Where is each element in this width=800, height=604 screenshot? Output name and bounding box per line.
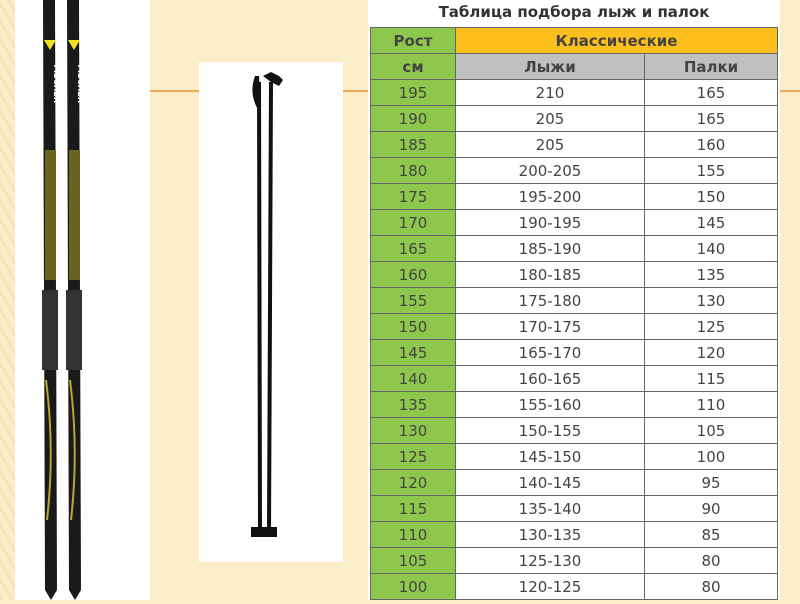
cell-skis: 145-150 bbox=[455, 443, 645, 470]
cell-poles: 80 bbox=[644, 547, 778, 574]
skis-image: FISCHER FISCHER bbox=[15, 0, 150, 600]
table-row: 120 140-145 95 bbox=[370, 469, 778, 496]
cell-poles: 150 bbox=[644, 183, 778, 210]
cell-poles: 130 bbox=[644, 287, 778, 314]
cell-height: 150 bbox=[370, 313, 456, 340]
cell-skis: 140-145 bbox=[455, 469, 645, 496]
table-row: 110 130-135 85 bbox=[370, 521, 778, 548]
table-row: 180 200-205 155 bbox=[370, 157, 778, 184]
table-row: 145 165-170 120 bbox=[370, 339, 778, 366]
cell-skis: 125-130 bbox=[455, 547, 645, 574]
cell-poles: 135 bbox=[644, 261, 778, 288]
cell-skis: 200-205 bbox=[455, 157, 645, 184]
table-row: 175 195-200 150 bbox=[370, 183, 778, 210]
subheader-row: см Лыжи Палки bbox=[370, 53, 778, 80]
ski-left bbox=[42, 0, 58, 600]
cell-skis: 185-190 bbox=[455, 235, 645, 262]
cell-height: 115 bbox=[370, 495, 456, 522]
cell-skis: 180-185 bbox=[455, 261, 645, 288]
cell-poles: 160 bbox=[644, 131, 778, 158]
table-row: 185 205 160 bbox=[370, 131, 778, 158]
table-row: 150 170-175 125 bbox=[370, 313, 778, 340]
cell-skis: 205 bbox=[455, 131, 645, 158]
cell-height: 125 bbox=[370, 443, 456, 470]
cell-height: 185 bbox=[370, 131, 456, 158]
ski-right bbox=[66, 0, 82, 600]
cell-height: 170 bbox=[370, 209, 456, 236]
cell-skis: 205 bbox=[455, 105, 645, 132]
cell-skis: 175-180 bbox=[455, 287, 645, 314]
cell-height: 180 bbox=[370, 157, 456, 184]
cell-skis: 135-140 bbox=[455, 495, 645, 522]
table-row: 105 125-130 80 bbox=[370, 547, 778, 574]
header-skis: Лыжи bbox=[455, 53, 645, 80]
cell-height: 100 bbox=[370, 573, 456, 600]
cell-poles: 145 bbox=[644, 209, 778, 236]
cell-skis: 150-155 bbox=[455, 417, 645, 444]
cell-poles: 90 bbox=[644, 495, 778, 522]
selection-table: Таблица подбора лыж и палок Рост Классич… bbox=[368, 0, 780, 600]
cell-skis: 120-125 bbox=[455, 573, 645, 600]
cell-poles: 120 bbox=[644, 339, 778, 366]
cell-skis: 210 bbox=[455, 79, 645, 106]
cell-poles: 125 bbox=[644, 313, 778, 340]
cell-skis: 165-170 bbox=[455, 339, 645, 366]
table-row: 130 150-155 105 bbox=[370, 417, 778, 444]
cell-height: 120 bbox=[370, 469, 456, 496]
table-title: Таблица подбора лыж и палок bbox=[438, 3, 710, 21]
cell-poles: 155 bbox=[644, 157, 778, 184]
cell-height: 155 bbox=[370, 287, 456, 314]
cell-height: 110 bbox=[370, 521, 456, 548]
table-row: 190 205 165 bbox=[370, 105, 778, 132]
cell-skis: 170-175 bbox=[455, 313, 645, 340]
svg-text:FISCHER: FISCHER bbox=[76, 65, 85, 103]
cell-skis: 195-200 bbox=[455, 183, 645, 210]
table-row: 100 120-125 80 bbox=[370, 573, 778, 600]
header-classic: Классические bbox=[455, 27, 778, 54]
header-height: Рост bbox=[370, 27, 456, 54]
cell-height: 145 bbox=[370, 339, 456, 366]
cell-poles: 95 bbox=[644, 469, 778, 496]
cell-poles: 115 bbox=[644, 365, 778, 392]
cell-height: 195 bbox=[370, 79, 456, 106]
header-poles: Палки bbox=[644, 53, 778, 80]
cell-skis: 155-160 bbox=[455, 391, 645, 418]
cell-height: 140 bbox=[370, 365, 456, 392]
poles-image bbox=[199, 62, 343, 562]
cell-poles: 100 bbox=[644, 443, 778, 470]
table-row: 195 210 165 bbox=[370, 79, 778, 106]
table-row: 135 155-160 110 bbox=[370, 391, 778, 418]
table-row: 140 160-165 115 bbox=[370, 365, 778, 392]
cell-height: 105 bbox=[370, 547, 456, 574]
cell-height: 135 bbox=[370, 391, 456, 418]
table-row: 165 185-190 140 bbox=[370, 235, 778, 262]
cell-poles: 110 bbox=[644, 391, 778, 418]
cell-height: 175 bbox=[370, 183, 456, 210]
cell-skis: 130-135 bbox=[455, 521, 645, 548]
ski-brand-logo: FISCHER bbox=[52, 65, 61, 103]
table-row: 115 135-140 90 bbox=[370, 495, 778, 522]
cell-poles: 140 bbox=[644, 235, 778, 262]
table-row: 160 180-185 135 bbox=[370, 261, 778, 288]
cell-poles: 85 bbox=[644, 521, 778, 548]
cell-skis: 190-195 bbox=[455, 209, 645, 236]
table-row: 170 190-195 145 bbox=[370, 209, 778, 236]
cell-poles: 165 bbox=[644, 105, 778, 132]
cell-poles: 80 bbox=[644, 573, 778, 600]
table-row: 125 145-150 100 bbox=[370, 443, 778, 470]
header-unit: см bbox=[370, 53, 456, 80]
cell-height: 160 bbox=[370, 261, 456, 288]
cell-height: 190 bbox=[370, 105, 456, 132]
table-row: 155 175-180 130 bbox=[370, 287, 778, 314]
cell-poles: 165 bbox=[644, 79, 778, 106]
cell-height: 130 bbox=[370, 417, 456, 444]
cell-poles: 105 bbox=[644, 417, 778, 444]
cell-height: 165 bbox=[370, 235, 456, 262]
header-row: Рост Классические bbox=[370, 27, 778, 54]
cell-skis: 160-165 bbox=[455, 365, 645, 392]
